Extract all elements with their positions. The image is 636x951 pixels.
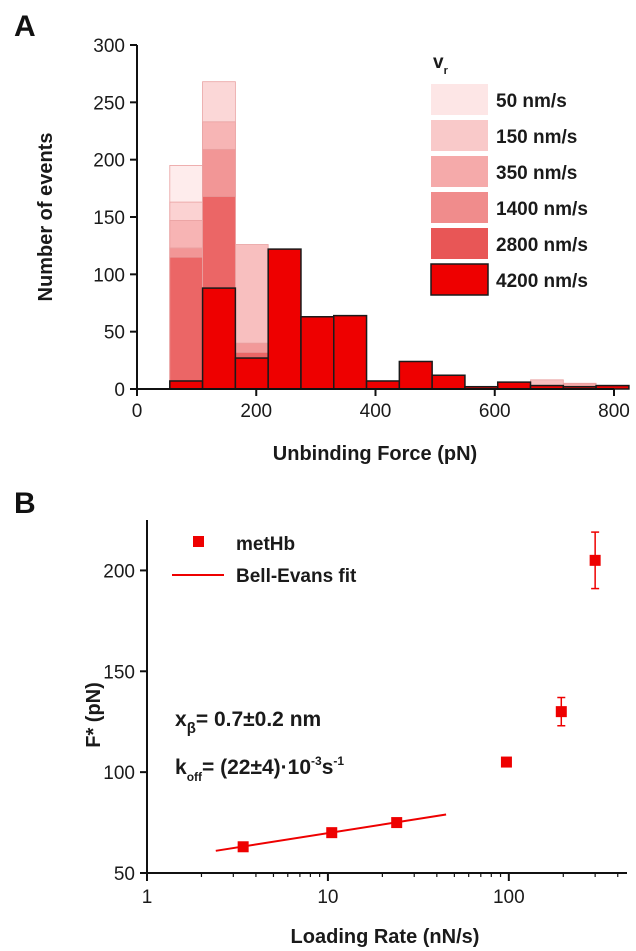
x-beta-symbol: x [175,708,187,731]
loading-rate-y-tick-label: 200 [103,561,135,582]
loading-rate-x-axis-label: Loading Rate (nN/s) [291,926,480,948]
fit-parameters-annotation: xβ= 0.7±0.2 nm koff= (22±4)·10-3s-1 [175,708,344,784]
legend-entry-label: 350 nm/s [496,163,577,184]
histogram-bar [169,380,204,390]
legend-entry-label: 2800 nm/s [496,235,588,256]
histogram-x-tick-label: 0 [132,401,143,422]
loading-rate-x-tick-label: 1 [142,887,153,908]
legend-entry-label: Bell-Evans fit [236,566,357,587]
histogram-bar [496,381,532,390]
legend-entry-label: 150 nm/s [496,127,577,148]
loading-rate-x-tick-label: 10 [317,887,338,908]
panel-b-label: B [14,487,36,520]
koff-unit-exponent: -1 [333,754,344,768]
legend-title: vr [433,52,449,77]
histogram-bar [234,357,269,390]
legend-swatch [431,192,488,223]
koff-annotation: koff= (22±4)·10-3s-1 [175,754,344,784]
data-point [237,841,249,853]
histogram-y-tick-label: 150 [93,208,125,229]
histogram-bar [333,314,368,390]
histogram-y-tick-label: 0 [114,380,125,401]
legend-entry-label: metHb [236,534,295,555]
x-beta-value: = 0.7±0.2 nm [196,708,321,731]
histogram-y-tick-label: 300 [93,36,125,57]
histogram-bar [300,316,335,390]
loading-rate-y-tick-label: 150 [103,662,135,683]
histogram-bar [169,256,203,390]
legend-entry-label: 1400 nm/s [496,199,588,220]
legend-swatch [431,228,488,259]
histogram-x-tick-label: 600 [479,401,511,422]
histogram-y-tick-label: 50 [104,323,125,344]
panel-a-label: A [14,10,36,43]
legend-swatch [431,120,488,151]
histogram-x-axis-label: Unbinding Force (pN) [273,443,477,465]
legend-swatch [430,263,489,296]
loading-rate-x-tick-label: 100 [493,887,525,908]
histogram-x-tick-label: 800 [598,401,630,422]
histogram-bar [201,287,237,390]
data-point [326,827,338,839]
loading-rate-y-axis-label: F* (pN) [83,682,105,748]
histogram-bar [398,360,433,390]
histogram-axes: 0 50 100 150 200 250 300 0 200 400 600 800 [93,36,630,422]
histogram-y-tick-label: 200 [93,151,125,172]
legend-swatch [431,156,488,187]
koff-value: = (22±4)·10 [202,756,311,779]
histogram-bars [169,81,630,390]
legend-entry-label: 50 nm/s [496,91,567,112]
loading-rate-legend: metHb Bell-Evans fit [172,534,357,587]
histogram-bar [267,248,302,390]
histogram-y-axis-label: Number of events [35,133,57,302]
koff-subscript: off [187,770,203,784]
histogram-legend: vr 50 nm/s 150 nm/s 350 nm/s 1400 nm/s 2800 n… [430,52,588,296]
data-point [555,706,567,718]
histogram-x-tick-label: 200 [240,401,272,422]
legend-swatch [431,84,488,115]
loading-rate-axes: 50 100 150 200 1 10 100 [103,520,627,908]
legend-marker-square [193,536,204,547]
legend-title-subscript: r [444,65,449,77]
x-beta-subscript: β [187,720,196,737]
koff-symbol: k [175,756,187,779]
histogram-x-tick-label: 400 [360,401,392,422]
koff-exponent: -3 [311,754,322,768]
histogram-bar [431,374,466,390]
koff-unit: s [322,756,334,779]
loading-rate-y-tick-label: 50 [114,864,135,885]
histogram-chart: 0 50 100 150 200 250 300 0 200 400 600 800 vr 50 nm/… [35,36,630,465]
legend-entry-label: 4200 nm/s [496,271,588,292]
histogram-bar [365,380,401,390]
methb-data-points [237,531,601,853]
data-point [589,554,601,566]
data-point [391,817,403,829]
x-beta-annotation: xβ= 0.7±0.2 nm [175,708,321,737]
histogram-y-tick-label: 250 [93,93,125,114]
data-point [500,756,512,768]
loading-rate-chart: 50 100 150 200 1 10 100 metHb Bell-Evans fit xβ… [83,520,627,948]
loading-rate-y-tick-label: 100 [103,763,135,784]
histogram-y-tick-label: 100 [93,265,125,286]
